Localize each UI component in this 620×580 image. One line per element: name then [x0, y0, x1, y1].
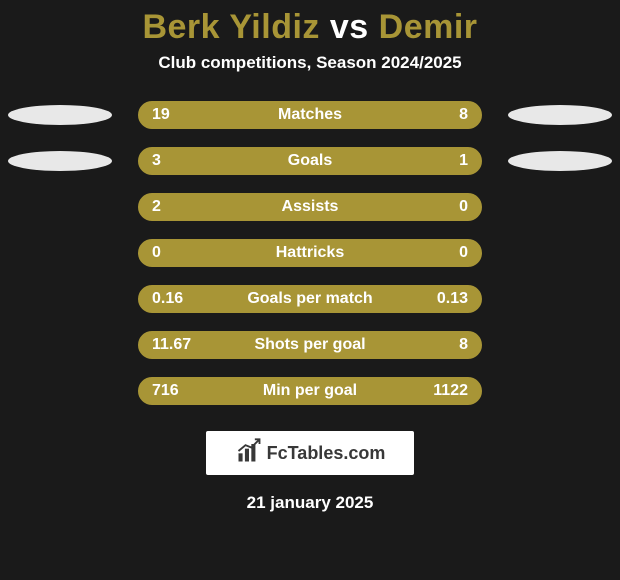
- stat-row: 0.16Goals per match0.13: [0, 285, 620, 313]
- player1-name: Berk Yildiz: [142, 8, 319, 46]
- right-indicator-ellipse: [508, 151, 612, 171]
- stat-row: 11.67Shots per goal8: [0, 331, 620, 359]
- comparison-card: Berk Yildiz vs Demir Club competitions, …: [0, 0, 620, 580]
- date-text: 21 january 2025: [0, 493, 620, 513]
- stat-label: Assists: [140, 198, 480, 216]
- stat-row: 0Hattricks0: [0, 239, 620, 267]
- player2-name: Demir: [379, 8, 478, 46]
- right-indicator-ellipse: [508, 105, 612, 125]
- stat-label: Min per goal: [140, 382, 480, 400]
- vs-word: vs: [330, 8, 369, 46]
- left-indicator-ellipse: [8, 105, 112, 125]
- stat-row: 3Goals1: [0, 147, 620, 175]
- stat-bar: 0Hattricks0: [138, 239, 482, 267]
- stat-bar: 11.67Shots per goal8: [138, 331, 482, 359]
- stats-list: 19Matches8 3Goals1 2Assists0 0Hattricks0 0.1…: [0, 101, 620, 405]
- bars-icon: [235, 437, 263, 470]
- stat-label: Shots per goal: [140, 336, 480, 354]
- stat-label: Goals: [140, 152, 480, 170]
- brand-text: FcTables.com: [267, 443, 386, 464]
- stat-bar: 716Min per goal1122: [138, 377, 482, 405]
- brand-badge[interactable]: FcTables.com: [206, 431, 414, 475]
- stat-bar: 0.16Goals per match0.13: [138, 285, 482, 313]
- subtitle: Club competitions, Season 2024/2025: [0, 53, 620, 73]
- stat-row: 19Matches8: [0, 101, 620, 129]
- stat-row: 716Min per goal1122: [0, 377, 620, 405]
- stat-label: Hattricks: [140, 244, 480, 262]
- left-indicator-ellipse: [8, 151, 112, 171]
- title: Berk Yildiz vs Demir: [0, 8, 620, 47]
- stat-bar: 3Goals1: [138, 147, 482, 175]
- stat-row: 2Assists0: [0, 193, 620, 221]
- stat-bar: 19Matches8: [138, 101, 482, 129]
- stat-label: Matches: [140, 106, 480, 124]
- stat-bar: 2Assists0: [138, 193, 482, 221]
- stat-label: Goals per match: [140, 290, 480, 308]
